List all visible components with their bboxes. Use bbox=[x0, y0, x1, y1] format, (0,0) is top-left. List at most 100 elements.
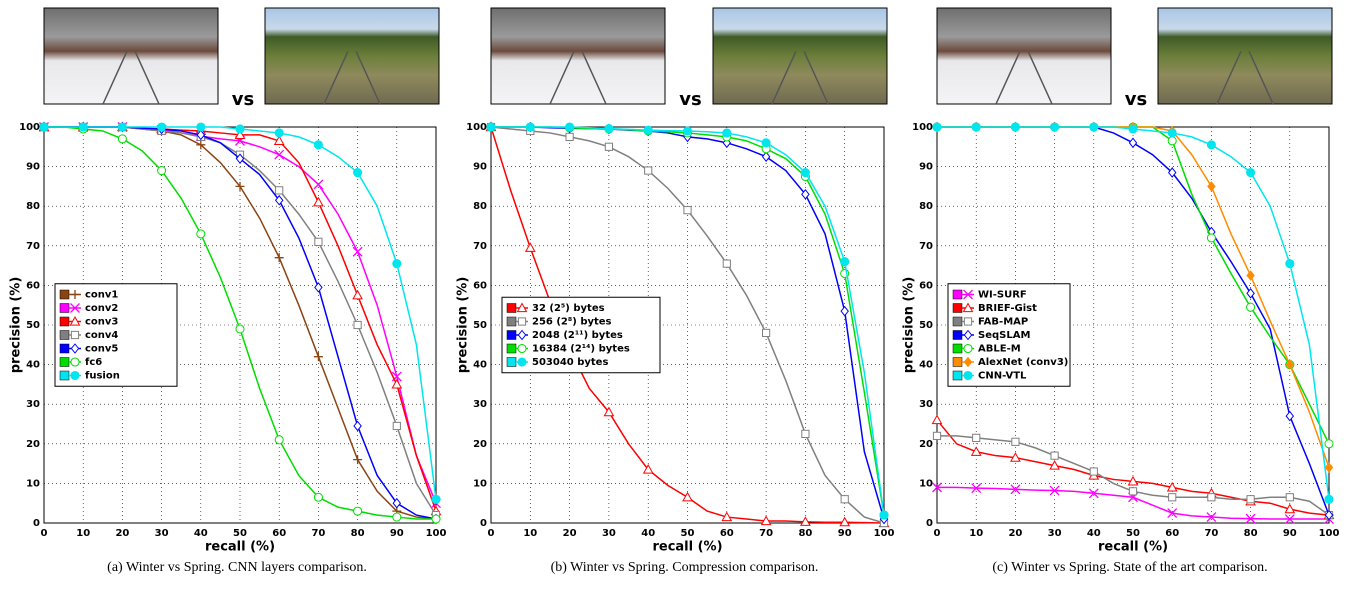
y-tick-label: 100 bbox=[912, 122, 933, 133]
marker bbox=[1207, 493, 1216, 502]
spring-photo bbox=[712, 7, 888, 105]
marker bbox=[274, 253, 284, 263]
x-tick-label: 10 bbox=[523, 528, 537, 539]
y-tick-label: 20 bbox=[26, 439, 40, 450]
marker bbox=[962, 302, 974, 313]
marker bbox=[760, 515, 772, 526]
marker bbox=[274, 194, 284, 206]
x-tick-label: 20 bbox=[1008, 528, 1022, 539]
legend-label: AlexNet (conv3) bbox=[978, 357, 1068, 368]
marker bbox=[1167, 167, 1177, 178]
marker bbox=[963, 356, 973, 368]
marker bbox=[604, 124, 614, 134]
y-tick-label: 90 bbox=[26, 162, 40, 173]
marker bbox=[1010, 484, 1021, 495]
winter-photo bbox=[936, 7, 1112, 105]
y-tick-label: 60 bbox=[26, 280, 40, 291]
marker bbox=[1128, 487, 1138, 496]
marker bbox=[1284, 503, 1296, 514]
marker bbox=[196, 229, 206, 239]
marker bbox=[1206, 233, 1216, 243]
marker bbox=[235, 181, 245, 191]
marker bbox=[604, 142, 613, 151]
marker bbox=[722, 259, 731, 268]
marker bbox=[970, 446, 982, 456]
marker bbox=[157, 166, 167, 176]
y-tick-label: 30 bbox=[919, 399, 933, 410]
legend-swatch bbox=[59, 357, 70, 367]
winter-photo bbox=[490, 7, 666, 105]
x-tick-label: 60 bbox=[1165, 528, 1179, 539]
legend-swatch bbox=[59, 330, 70, 340]
marker bbox=[313, 179, 324, 190]
marker bbox=[69, 315, 81, 326]
legend-swatch bbox=[952, 330, 963, 340]
x-tick-label: 90 bbox=[390, 528, 404, 539]
legend-label: conv5 bbox=[85, 344, 118, 355]
marker bbox=[431, 494, 441, 504]
chart: vs 0 10 20 30 40 50 60 70 80 90 100 0 10 20 30 40 50 60 70 8… bbox=[902, 7, 1339, 575]
legend-label: 2048 (2¹¹) bytes bbox=[532, 330, 623, 341]
marker bbox=[761, 151, 771, 163]
marker bbox=[314, 282, 323, 293]
marker bbox=[353, 455, 363, 465]
y-tick-label: 20 bbox=[473, 439, 487, 450]
marker bbox=[800, 516, 811, 526]
chart: vs 0 10 20 30 40 50 60 70 80 90 100 0 10 20 30 40 50 60 70 8… bbox=[9, 7, 447, 575]
legend-label: FAB-MAP bbox=[978, 317, 1028, 328]
x-tick-label: 60 bbox=[720, 528, 734, 539]
legend-label: CNN-VTL bbox=[978, 371, 1027, 382]
y-tick-label: 70 bbox=[26, 241, 40, 252]
chart: vs 0 10 20 30 40 50 60 70 80 90 100 0 10 20 30 40 50 60 70 8… bbox=[456, 7, 894, 575]
legend-swatch bbox=[952, 316, 963, 327]
marker bbox=[1089, 467, 1098, 476]
marker bbox=[196, 122, 206, 132]
marker bbox=[517, 317, 527, 326]
y-axis-label: precision (%) bbox=[9, 277, 24, 374]
y-tick-label: 70 bbox=[919, 241, 933, 252]
legend-label: 32 (2⁵) bytes bbox=[532, 303, 605, 314]
marker bbox=[1050, 122, 1060, 132]
x-tick-label: 100 bbox=[426, 528, 447, 539]
marker bbox=[486, 122, 496, 132]
marker bbox=[932, 482, 942, 493]
marker bbox=[1167, 136, 1177, 146]
marker bbox=[1324, 494, 1334, 504]
marker bbox=[1168, 493, 1177, 502]
y-tick-label: 50 bbox=[919, 320, 933, 331]
marker bbox=[642, 464, 654, 474]
marker bbox=[70, 330, 80, 340]
marker bbox=[840, 495, 849, 504]
x-tick-label: 70 bbox=[1204, 528, 1218, 539]
marker bbox=[1128, 124, 1138, 134]
y-tick-label: 20 bbox=[919, 439, 933, 450]
y-tick-label: 90 bbox=[919, 162, 933, 173]
caption: (a) Winter vs Spring. CNN layers compari… bbox=[107, 560, 367, 575]
marker bbox=[1246, 302, 1256, 312]
image-label: vs bbox=[679, 89, 701, 110]
rail-track bbox=[323, 50, 381, 105]
y-tick-label: 10 bbox=[919, 478, 933, 489]
marker bbox=[235, 153, 245, 164]
x-tick-label: 0 bbox=[934, 528, 941, 539]
marker bbox=[643, 125, 653, 135]
marker bbox=[1049, 485, 1060, 496]
rail-track bbox=[771, 50, 829, 105]
marker bbox=[1128, 137, 1138, 149]
legend-label: 503040 bytes bbox=[532, 357, 608, 368]
marker bbox=[963, 317, 973, 326]
y-tick-label: 50 bbox=[473, 320, 487, 331]
y-tick-label: 0 bbox=[480, 518, 487, 529]
marker bbox=[234, 129, 246, 140]
legend-swatch bbox=[59, 303, 70, 313]
x-tick-label: 10 bbox=[76, 528, 90, 539]
legend-label: 16384 (2¹⁴) bytes bbox=[532, 344, 630, 355]
marker bbox=[352, 289, 363, 300]
marker bbox=[273, 135, 285, 145]
legend-label: ABLE-M bbox=[978, 344, 1021, 355]
x-tick-label: 40 bbox=[1087, 528, 1101, 539]
y-axis-label: precision (%) bbox=[456, 277, 471, 374]
x-axis-label: recall (%) bbox=[205, 540, 275, 555]
legend-swatch bbox=[506, 357, 517, 367]
legend-label: BRIEF-Gist bbox=[978, 303, 1037, 314]
